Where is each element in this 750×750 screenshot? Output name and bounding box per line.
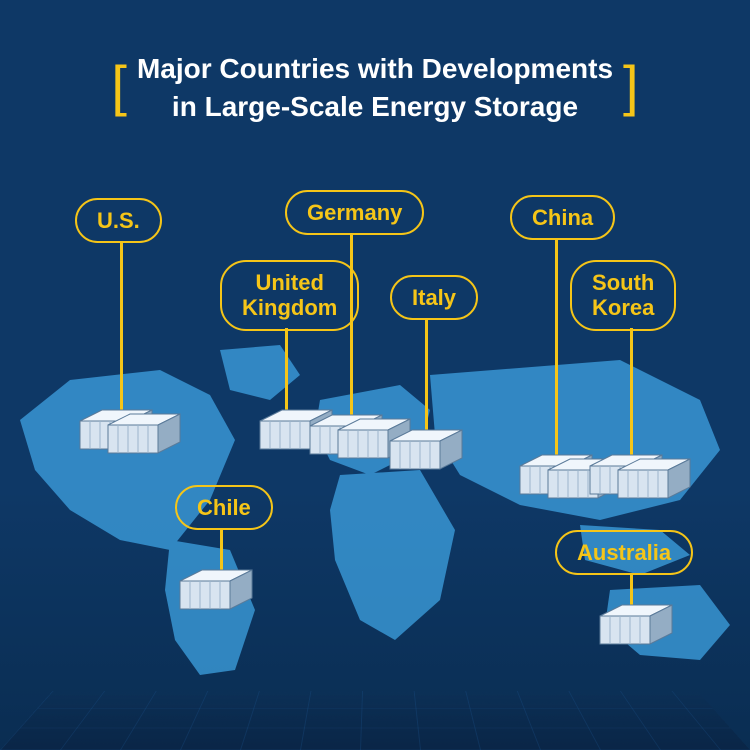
label-layer: U.S. UnitedKingdom Germany Italy [0,0,750,750]
country-label-australia: Australia [555,530,693,575]
leader-line [555,239,558,464]
country-label-china: China [510,195,615,240]
country-label-us: U.S. [75,198,162,243]
country-label-skorea: SouthKorea [570,260,676,331]
leader-line [285,328,288,418]
country-label-italy: Italy [390,275,478,320]
country-label-chile: Chile [175,485,273,530]
country-label-germany: Germany [285,190,424,235]
leader-line [630,328,633,463]
leader-line [120,242,123,422]
leader-line [350,234,353,424]
country-label-uk: UnitedKingdom [220,260,359,331]
leader-line [425,319,428,439]
